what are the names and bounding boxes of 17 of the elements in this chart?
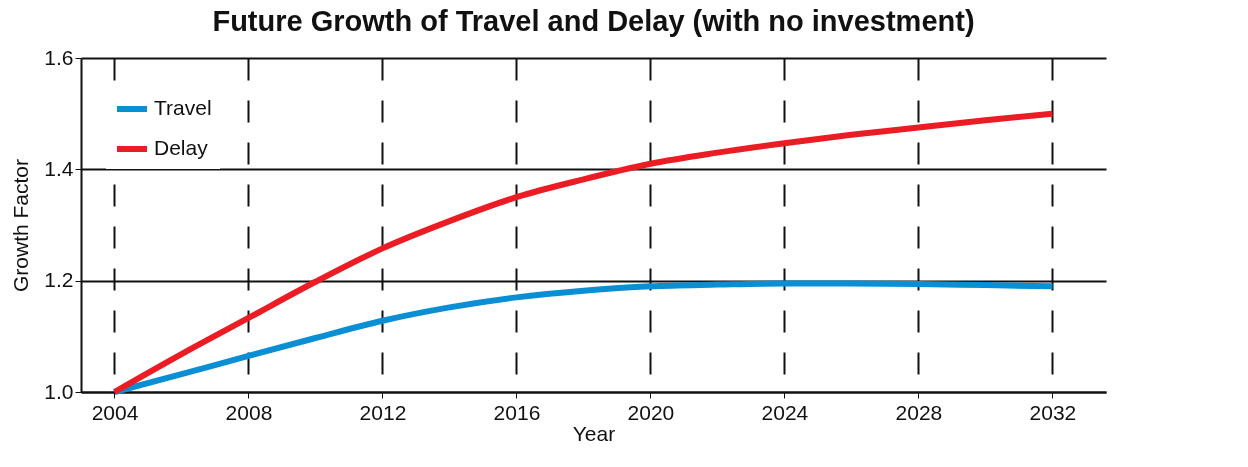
- y-tick-label: 1.4: [44, 156, 74, 180]
- y-tick-label: 1.0: [44, 379, 74, 403]
- legend-label: Delay: [154, 136, 209, 159]
- x-axis-title: Year: [572, 421, 616, 445]
- chart-title: Future Growth of Travel and Delay (with no investment): [212, 5, 975, 37]
- x-tick-label: 2008: [225, 400, 273, 424]
- legend-label: Travel: [154, 96, 212, 119]
- x-tick-label: 2016: [493, 400, 541, 424]
- x-tick-label: 2004: [91, 400, 139, 424]
- y-tick-label: 1.6: [44, 45, 74, 69]
- y-tick-label: 1.2: [44, 268, 74, 292]
- x-tick-label: 2020: [627, 400, 675, 424]
- x-tick-label: 2032: [1029, 400, 1077, 424]
- x-tick-label: 2028: [895, 400, 943, 424]
- y-axis-title: Growth Factor: [9, 158, 33, 293]
- x-tick-label: 2012: [359, 400, 407, 424]
- x-tick-label: 2024: [761, 400, 809, 424]
